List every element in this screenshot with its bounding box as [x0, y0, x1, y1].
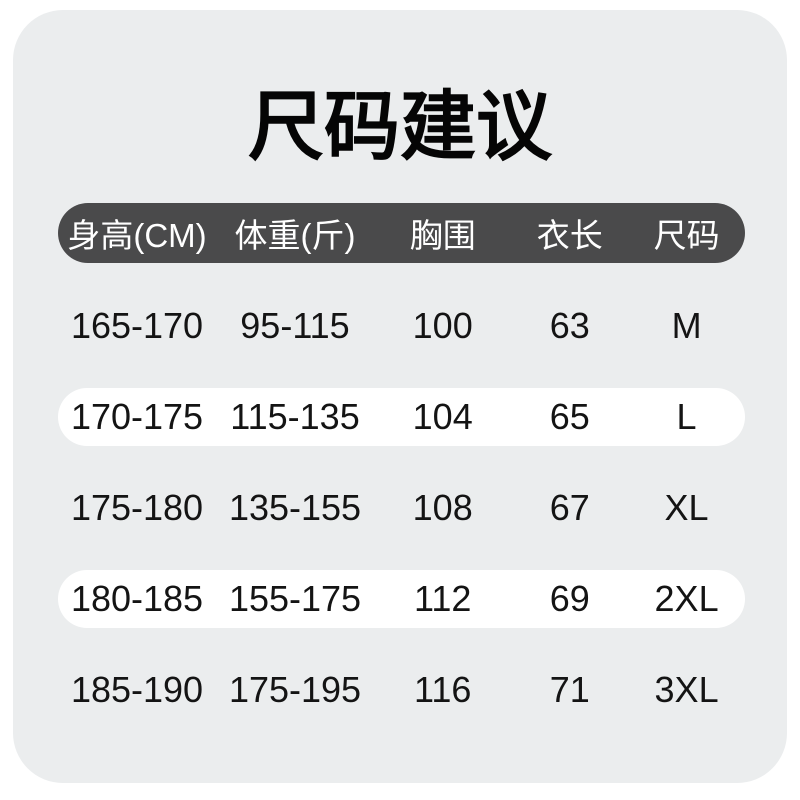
table-row: 170-175 115-135 104 65 L [58, 387, 745, 446]
cell-size: L [676, 395, 697, 437]
header-cell-chest: 胸围 [409, 217, 476, 254]
cell-size: XL [664, 486, 709, 528]
cell-chest: 100 [412, 304, 473, 346]
cell-height: 185-190 [70, 668, 204, 710]
cell-length: 67 [549, 486, 590, 528]
cell-weight: 175-195 [228, 668, 362, 710]
table-row: 175-180 135-155 108 67 XL [58, 479, 745, 537]
header-cell-length: 衣长 [536, 217, 603, 254]
cell-length: 65 [549, 395, 590, 437]
cell-chest: 104 [412, 395, 473, 437]
cell-length: 69 [549, 577, 590, 619]
table-header-row: 身高(CM) 体重(斤) 胸围 衣长 尺码 [58, 203, 745, 263]
table-body: 165-170 95-115 100 63 M 170-175 115-135 … [58, 280, 745, 735]
cell-weight: 115-135 [230, 395, 360, 437]
cell-size: M [671, 304, 702, 346]
cell-chest: 112 [413, 577, 472, 619]
cell-size: 3XL [654, 668, 719, 710]
cell-height: 170-175 [70, 395, 204, 437]
header-cell-height: 身高(CM) [67, 217, 207, 254]
cell-length: 63 [549, 304, 590, 346]
header-cell-size: 尺码 [653, 217, 720, 254]
cell-height: 165-170 [70, 304, 204, 346]
cell-weight: 155-175 [228, 577, 362, 619]
cell-height: 175-180 [70, 486, 204, 528]
cell-weight: 95-115 [240, 304, 350, 346]
cell-length: 71 [549, 668, 590, 710]
table-row: 185-190 175-195 116 71 3XL [58, 661, 745, 719]
size-chart-card: 尺码建议 身高(CM) 体重(斤) 胸围 衣长 尺码 165-170 95-11… [13, 10, 787, 783]
cell-weight: 135-155 [228, 486, 362, 528]
cell-chest: 116 [413, 668, 472, 710]
cell-chest: 108 [412, 486, 473, 528]
table-row: 165-170 95-115 100 63 M [58, 297, 745, 355]
page-title: 尺码建议 [248, 85, 552, 170]
cell-height: 180-185 [70, 577, 204, 619]
cell-size: 2XL [654, 577, 719, 619]
table-row: 180-185 155-175 112 69 2XL [58, 569, 745, 628]
header-cell-weight: 体重(斤) [234, 217, 356, 254]
